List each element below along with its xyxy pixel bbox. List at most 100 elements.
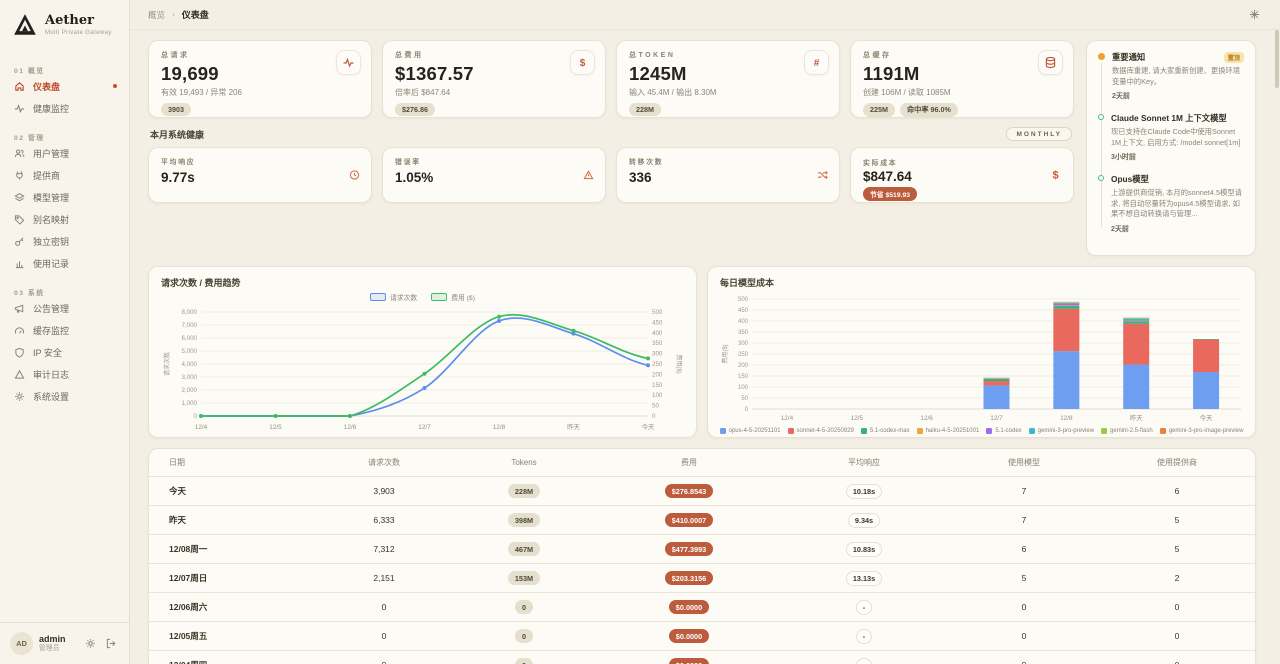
tokens-badge: 153M bbox=[507, 571, 541, 586]
svg-text:350: 350 bbox=[738, 330, 749, 336]
requests-cost-trend-chart: 请求次数 / 费用趋势 请求次数 费用 ($) 0 1,000 2,000 3,000 4… bbox=[148, 266, 697, 439]
sidebar-item-cache-monitor[interactable]: 缓存监控 bbox=[0, 319, 129, 341]
legend-swatch bbox=[787, 428, 794, 435]
logout-icon[interactable] bbox=[104, 636, 119, 651]
line-chart: 0 1,000 2,000 3,000 4,000 5,000 6,000 7,000 8,00… bbox=[163, 309, 683, 431]
cost-badge: $410.0007 bbox=[664, 513, 714, 528]
database-icon bbox=[1038, 50, 1063, 75]
svg-text:2,000: 2,000 bbox=[182, 387, 198, 394]
nav-section-management: 02 管理 bbox=[14, 135, 45, 142]
notice-item[interactable]: Claude Sonnet 1M 上下文模型 现已支持在Claude Code中… bbox=[1098, 112, 1244, 162]
cost-badge: $0.0000 bbox=[668, 658, 710, 664]
tokens-badge: 467M bbox=[507, 542, 541, 557]
health-card-actual-cost: 实际成本 $847.64 节省 $519.93 $ bbox=[850, 147, 1074, 203]
stat-card-total-tokens: # 总TOKEN 1245M 输入 45.4M / 输出 8.30M 228M bbox=[616, 40, 840, 118]
legend-item[interactable]: 费用 ($) bbox=[431, 292, 475, 302]
svg-text:100: 100 bbox=[652, 392, 663, 399]
legend-item[interactable]: gemini-3-pro-image-preview bbox=[1159, 428, 1243, 435]
warning-triangle-icon bbox=[14, 369, 25, 380]
sidebar-item-usage-records[interactable]: 使用记录 bbox=[0, 252, 129, 274]
app-title: Aether bbox=[45, 12, 94, 28]
nav-section-overview: 01 概览 bbox=[14, 68, 45, 75]
legend-item[interactable]: 请求次数 bbox=[370, 292, 417, 302]
sidebar-item-dashboard[interactable]: 仪表盘 bbox=[0, 75, 129, 97]
sidebar-item-announcements[interactable]: 公告管理 bbox=[0, 297, 129, 319]
legend-swatch bbox=[719, 428, 726, 435]
legend-item[interactable]: gemini-3-pro-preview bbox=[1028, 428, 1094, 435]
svg-text:12/6: 12/6 bbox=[920, 415, 933, 422]
sidebar-item-ip-security[interactable]: IP 安全 bbox=[0, 341, 129, 363]
svg-text:50: 50 bbox=[652, 403, 659, 410]
health-card-error-rate: 错误率 1.05% bbox=[382, 147, 606, 203]
stat-badge: 225M bbox=[863, 103, 895, 117]
user-name: admin bbox=[39, 634, 66, 645]
stat-card-total-cost: $ 总费用 $1367.57 倍率后 $847.64 $276.86 bbox=[382, 40, 606, 118]
top-bar: 概览 › 仪表盘 bbox=[130, 0, 1280, 30]
response-badge: - bbox=[855, 599, 873, 615]
bar-chart-legend[interactable]: opus-4-5-20251101 sonnet-4-5-20250929 5.1-… bbox=[719, 425, 1243, 437]
shield-icon bbox=[14, 347, 25, 358]
legend-swatch bbox=[431, 293, 448, 302]
legend-swatch bbox=[370, 293, 386, 302]
table-row: 今天 3,903 228M $276.8543 10.18s 7 6 bbox=[149, 476, 1255, 505]
tokens-badge: 0 bbox=[514, 629, 534, 644]
warning-icon bbox=[583, 170, 594, 181]
response-badge: 10.83s bbox=[845, 541, 883, 557]
stat-label: 总TOKEN bbox=[629, 52, 676, 59]
legend-item[interactable]: haiku-4-5-20251001 bbox=[916, 428, 979, 435]
response-badge: 9.34s bbox=[847, 512, 881, 528]
stat-badge: 命中率 96.0% bbox=[899, 103, 958, 117]
cost-badge: $477.3993 bbox=[664, 542, 714, 557]
svg-text:250: 250 bbox=[652, 361, 663, 368]
notice-item[interactable]: Opus模型 上游提供商促销, 本月的sonnet4.5模型请求, 将自动尽量转… bbox=[1098, 173, 1244, 234]
breadcrumb-current: 仪表盘 bbox=[181, 10, 209, 20]
svg-text:费用($): 费用($) bbox=[675, 354, 683, 373]
sidebar: Aether Multi Private Gateway 01 概览 仪表盘 健… bbox=[0, 0, 130, 664]
svg-text:1,000: 1,000 bbox=[182, 400, 198, 407]
svg-text:0: 0 bbox=[652, 413, 656, 420]
scrollbar[interactable] bbox=[1275, 30, 1279, 88]
line-chart-legend[interactable]: 请求次数 费用 ($) bbox=[161, 290, 684, 304]
table-row: 12/04周四 0 0 $0.0000 - 0 0 bbox=[149, 650, 1255, 664]
key-icon bbox=[14, 236, 25, 247]
sidebar-item-models[interactable]: 模型管理 bbox=[0, 186, 129, 208]
app-logo: Aether Multi Private Gateway bbox=[0, 0, 129, 46]
svg-text:150: 150 bbox=[652, 382, 663, 389]
table-row: 12/08周一 7,312 467M $477.3993 10.83s 6 5 bbox=[149, 534, 1255, 563]
svg-text:8,000: 8,000 bbox=[182, 309, 198, 316]
sidebar-item-settings[interactable]: 系统设置 bbox=[0, 385, 129, 407]
sidebar-item-alias-mapping[interactable]: 别名映射 bbox=[0, 208, 129, 230]
svg-text:100: 100 bbox=[738, 385, 749, 391]
user-settings-gear-icon[interactable] bbox=[83, 636, 98, 651]
tokens-badge: 0 bbox=[514, 658, 534, 664]
svg-text:300: 300 bbox=[652, 351, 663, 358]
stat-label: 总费用 bbox=[395, 52, 424, 59]
response-badge: - bbox=[855, 657, 873, 664]
users-icon bbox=[14, 148, 25, 159]
stat-badge: $276.86 bbox=[395, 103, 435, 116]
svg-text:200: 200 bbox=[738, 363, 749, 369]
sidebar-item-audit-logs[interactable]: 审计日志 bbox=[0, 363, 129, 385]
notice-item[interactable]: 重要通知 置顶 数据库重建, 请大家重新创建、更换环境变量中的Key。 2天前 bbox=[1098, 51, 1244, 101]
legend-item[interactable]: 5.1-codex bbox=[986, 428, 1022, 435]
legend-item[interactable]: 5.1-codex-max bbox=[860, 428, 910, 435]
breadcrumb-root[interactable]: 概览 bbox=[148, 9, 166, 20]
sidebar-item-health-monitor[interactable]: 健康监控 bbox=[0, 97, 129, 119]
cost-badge: $0.0000 bbox=[668, 629, 710, 644]
gear-icon bbox=[14, 391, 25, 402]
layers-icon bbox=[14, 192, 25, 203]
user-role: 管理员 bbox=[39, 644, 60, 652]
legend-item[interactable]: sonnet-4-5-20250929 bbox=[787, 428, 854, 435]
tokens-badge: 0 bbox=[514, 600, 534, 615]
legend-item[interactable]: gemini-2.5-flash bbox=[1101, 428, 1153, 435]
sidebar-item-api-keys[interactable]: 独立密钥 bbox=[0, 230, 129, 252]
avatar: AD bbox=[10, 632, 33, 655]
sidebar-item-providers[interactable]: 提供商 bbox=[0, 164, 129, 186]
stat-label: 总请求 bbox=[161, 52, 190, 59]
theme-toggle-icon[interactable] bbox=[1249, 9, 1260, 20]
app-tagline: Multi Private Gateway bbox=[45, 30, 112, 37]
legend-item[interactable]: opus-4-5-20251101 bbox=[719, 428, 781, 435]
svg-text:500: 500 bbox=[738, 297, 749, 303]
svg-text:#: # bbox=[814, 58, 820, 69]
sidebar-item-users[interactable]: 用户管理 bbox=[0, 142, 129, 164]
